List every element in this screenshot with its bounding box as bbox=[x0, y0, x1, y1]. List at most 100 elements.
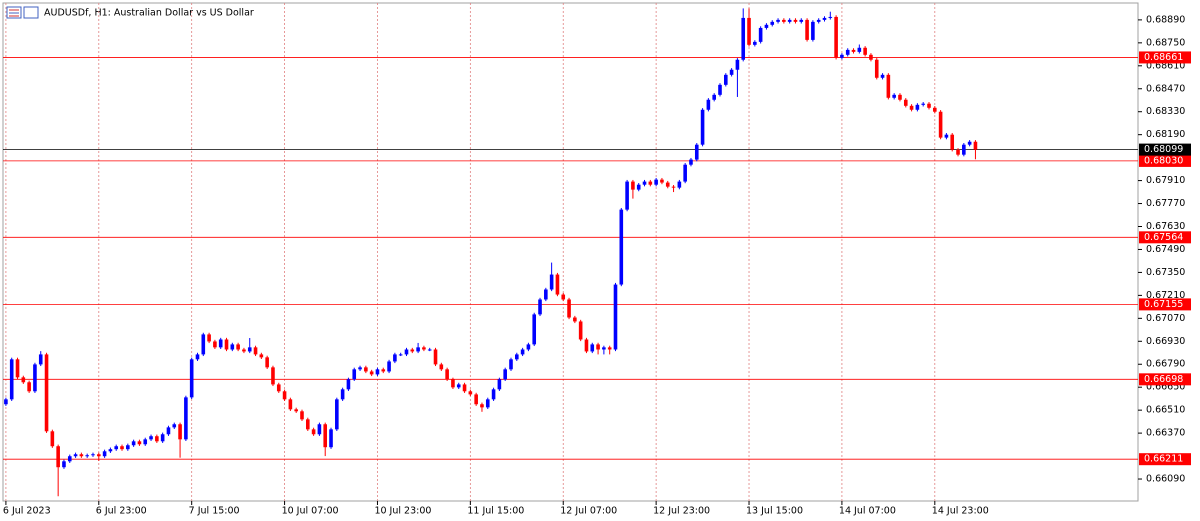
candle-body bbox=[329, 429, 333, 448]
candle-body bbox=[758, 27, 763, 42]
candle-body bbox=[410, 349, 415, 352]
candle-body bbox=[451, 379, 455, 388]
candle-body bbox=[282, 391, 287, 400]
candle-body bbox=[195, 354, 200, 360]
candle-body bbox=[271, 367, 275, 385]
candle-body bbox=[230, 344, 235, 350]
y-tick-label: 0.67210 bbox=[1146, 290, 1185, 301]
candle-body bbox=[416, 347, 420, 352]
x-tick-label: 7 Jul 15:00 bbox=[189, 506, 240, 517]
candle-body bbox=[276, 384, 281, 392]
candle-body bbox=[160, 434, 165, 442]
y-tick-label: 0.67350 bbox=[1146, 267, 1185, 278]
candle-body bbox=[857, 47, 862, 52]
candle-body bbox=[514, 354, 519, 360]
level-line-tag bbox=[1139, 231, 1191, 244]
candle-body bbox=[793, 19, 798, 22]
candle-body bbox=[317, 424, 322, 435]
x-tick-label: 11 Jul 15:00 bbox=[467, 506, 524, 517]
chart-icon bbox=[23, 6, 39, 19]
candle-body bbox=[660, 179, 664, 183]
candle-body bbox=[224, 339, 229, 350]
candle-body bbox=[840, 54, 844, 58]
candle-body bbox=[352, 369, 357, 380]
candle-body bbox=[120, 446, 124, 450]
candle-body bbox=[811, 21, 815, 40]
candle-body bbox=[433, 349, 438, 365]
candle-body bbox=[602, 347, 606, 350]
level-line-label: 0.68030 bbox=[1144, 155, 1183, 166]
candle-body bbox=[79, 454, 84, 457]
candle-body bbox=[619, 209, 624, 285]
candle-body bbox=[973, 141, 978, 150]
candle-body bbox=[938, 111, 943, 138]
candle-body bbox=[108, 449, 113, 452]
y-tick-label: 0.67070 bbox=[1146, 313, 1185, 324]
level-line-label: 0.68661 bbox=[1144, 52, 1183, 63]
candle-body bbox=[700, 109, 705, 145]
candle-body bbox=[869, 54, 873, 60]
x-tick-label: 6 Jul 2023 bbox=[3, 506, 51, 517]
candle-body bbox=[822, 17, 827, 20]
candle-body bbox=[126, 445, 130, 450]
candle-body bbox=[898, 94, 902, 100]
candle-body bbox=[265, 357, 269, 368]
last-price-line-tag bbox=[1139, 143, 1191, 156]
level-line-label: 0.66698 bbox=[1144, 374, 1183, 385]
candle-body bbox=[654, 179, 658, 185]
candle-body bbox=[921, 103, 925, 105]
candle-body bbox=[358, 367, 362, 370]
candle-body bbox=[491, 389, 496, 400]
candle-body bbox=[166, 427, 171, 435]
candle-body bbox=[340, 389, 345, 400]
candle-body bbox=[718, 84, 722, 95]
candle-body bbox=[456, 384, 461, 388]
candle-body bbox=[729, 69, 734, 75]
y-tick-label: 0.66370 bbox=[1146, 428, 1185, 439]
candle-body bbox=[753, 41, 757, 45]
candle-body bbox=[677, 181, 682, 188]
candle-body bbox=[880, 74, 885, 78]
level-line-tag bbox=[1139, 453, 1191, 466]
y-tick-label: 0.67630 bbox=[1146, 221, 1185, 232]
x-tick-label: 12 Jul 23:00 bbox=[653, 506, 710, 517]
candle-body bbox=[950, 134, 955, 150]
candle-body bbox=[944, 134, 949, 138]
candle-body bbox=[485, 399, 490, 408]
y-tick-label: 0.68190 bbox=[1146, 129, 1185, 140]
y-tick-label: 0.68470 bbox=[1146, 83, 1185, 94]
candle-body bbox=[323, 424, 328, 448]
candles bbox=[4, 8, 978, 497]
x-tick-label: 12 Jul 07:00 bbox=[560, 506, 617, 517]
candle-body bbox=[497, 379, 502, 390]
candle-body bbox=[102, 451, 107, 457]
candle-body bbox=[625, 181, 629, 210]
candle-body bbox=[62, 461, 66, 468]
candle-body bbox=[549, 274, 554, 290]
candle-body bbox=[874, 59, 879, 78]
candle-body bbox=[509, 359, 513, 370]
candle-body bbox=[247, 347, 252, 352]
candle-body bbox=[665, 182, 670, 187]
plot-frame bbox=[2, 2, 1139, 502]
candle-body bbox=[764, 24, 769, 28]
candle-body bbox=[712, 94, 716, 100]
candle-body bbox=[294, 409, 298, 412]
last-price-line-label: 0.68099 bbox=[1144, 144, 1183, 155]
candle-body bbox=[892, 94, 896, 98]
candle-body bbox=[91, 454, 95, 456]
candle-body bbox=[439, 364, 444, 370]
candle-body bbox=[335, 399, 339, 430]
candle-body bbox=[631, 181, 635, 190]
candle-body bbox=[9, 359, 14, 400]
candle-body bbox=[311, 429, 316, 435]
candle-body bbox=[253, 347, 258, 355]
candle-body bbox=[259, 354, 264, 358]
candle-body bbox=[648, 181, 653, 185]
y-tick-label: 0.67490 bbox=[1146, 244, 1185, 255]
candle-body bbox=[845, 49, 850, 55]
candle-body bbox=[38, 354, 43, 365]
candle-body bbox=[834, 16, 838, 58]
candle-body bbox=[886, 74, 891, 98]
candle-body bbox=[538, 299, 542, 315]
